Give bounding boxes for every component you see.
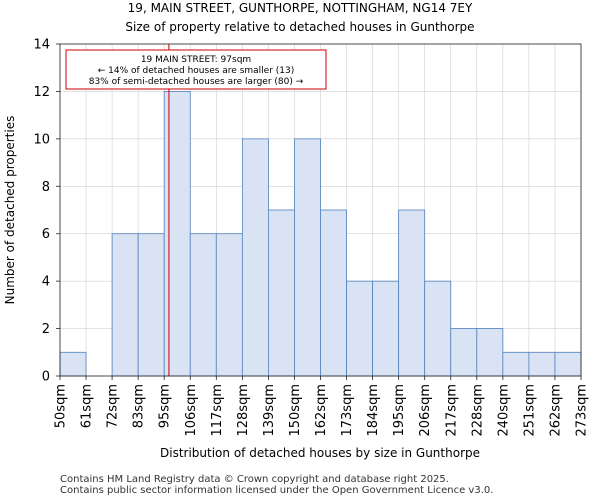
histogram-bar bbox=[424, 280, 452, 377]
x-tick-label: 139sqm bbox=[262, 384, 277, 437]
annotation-line-2: ← 14% of detached houses are smaller (13… bbox=[98, 66, 295, 76]
x-tick-label: 61sqm bbox=[80, 384, 95, 428]
y-tick-label: 12 bbox=[33, 85, 50, 100]
x-tick-label: 251sqm bbox=[522, 384, 537, 437]
histogram-bar bbox=[241, 138, 269, 377]
histogram-bar bbox=[137, 233, 165, 377]
footer-copyright: Contains HM Land Registry data © Crown c… bbox=[60, 474, 449, 485]
histogram-bar bbox=[346, 280, 373, 377]
x-tick-label: 173sqm bbox=[340, 384, 355, 437]
x-tick-label: 195sqm bbox=[392, 384, 407, 437]
histogram-bar bbox=[294, 138, 321, 377]
chart-subtitle: Size of property relative to detached ho… bbox=[125, 20, 474, 34]
x-tick-label: 117sqm bbox=[210, 384, 225, 437]
histogram-bar bbox=[528, 351, 556, 377]
y-tick-label: 10 bbox=[33, 132, 50, 147]
y-axis-label: Number of detached properties bbox=[3, 116, 17, 305]
y-tick-label: 8 bbox=[42, 180, 50, 195]
y-tick-label: 0 bbox=[42, 370, 50, 385]
histogram-bar bbox=[215, 233, 243, 377]
histogram-bar bbox=[320, 209, 347, 377]
x-tick-label: 162sqm bbox=[314, 384, 329, 437]
histogram-bar bbox=[59, 351, 87, 377]
footer-licence: Contains public sector information licen… bbox=[60, 485, 494, 496]
histogram-bar bbox=[163, 91, 191, 377]
x-tick-label: 206sqm bbox=[418, 384, 433, 437]
x-tick-label: 184sqm bbox=[366, 384, 381, 437]
x-tick-label: 150sqm bbox=[288, 384, 303, 437]
y-tick-label: 6 bbox=[42, 227, 50, 242]
y-tick-label: 4 bbox=[42, 275, 50, 290]
histogram-bar bbox=[554, 351, 582, 377]
x-tick-label: 217sqm bbox=[444, 384, 459, 437]
histogram-bar bbox=[111, 233, 139, 377]
chart-title: 19, MAIN STREET, GUNTHORPE, NOTTINGHAM, … bbox=[128, 1, 473, 15]
histogram-bar bbox=[398, 209, 426, 377]
histogram-bar bbox=[502, 351, 530, 377]
x-tick-label: 83sqm bbox=[132, 384, 147, 428]
histogram-bar bbox=[267, 209, 295, 377]
histogram-bar bbox=[450, 328, 478, 377]
x-tick-label: 228sqm bbox=[470, 384, 485, 437]
x-tick-label: 95sqm bbox=[158, 384, 173, 428]
annotation-line-1: 19 MAIN STREET: 97sqm bbox=[141, 55, 251, 65]
x-tick-label: 50sqm bbox=[54, 384, 69, 428]
x-tick-label: 128sqm bbox=[236, 384, 251, 437]
x-tick-label: 273sqm bbox=[575, 384, 590, 437]
y-axis-ticks: 0 2 4 6 8 10 12 14 bbox=[33, 38, 60, 385]
x-tick-label: 106sqm bbox=[184, 384, 199, 437]
histogram-bar bbox=[372, 280, 400, 377]
x-tick-label: 262sqm bbox=[548, 384, 563, 437]
x-axis-ticks: 50sqm 61sqm 72sqm 83sqm 95sqm 106sqm 117sqm 128… bbox=[54, 376, 590, 437]
y-tick-label: 2 bbox=[42, 322, 50, 337]
histogram-bar bbox=[189, 233, 217, 377]
y-tick-label: 14 bbox=[33, 38, 50, 53]
annotation-line-3: 83% of semi-detached houses are larger (… bbox=[89, 77, 304, 87]
histogram-bar bbox=[476, 328, 504, 377]
x-tick-label: 240sqm bbox=[496, 384, 511, 437]
x-tick-label: 72sqm bbox=[106, 384, 121, 428]
annotation-box: 19 MAIN STREET: 97sqm ← 14% of detached … bbox=[65, 49, 327, 90]
x-axis-label: Distribution of detached houses by size … bbox=[160, 446, 480, 460]
